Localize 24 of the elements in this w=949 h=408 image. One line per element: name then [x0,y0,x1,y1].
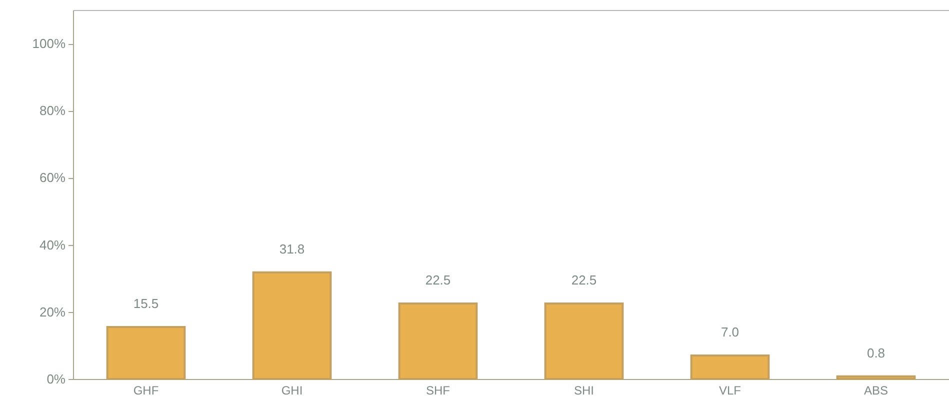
x-tick-label: VLF [718,384,742,398]
x-tick-label: SHF [426,384,450,398]
x-tick-label: GHI [281,384,303,398]
data-label: 22.5 [425,272,451,288]
x-tick-label: SHI [574,384,594,398]
y-tick-label: 100% [32,36,66,52]
bar [544,302,624,380]
bar [252,271,332,380]
data-label: 15.5 [133,296,159,312]
y-tick-label: 80% [39,103,66,118]
data-label: 22.5 [571,272,597,288]
bar [106,326,186,380]
y-tick-label: 40% [39,237,66,252]
bar [836,375,916,380]
bar [690,354,770,380]
x-tick-label: ABS [864,384,888,398]
y-tick-label: 0% [46,372,66,386]
y-tick-label: 20% [39,304,66,320]
data-label: 0.8 [866,345,886,360]
y-tick-label: 60% [39,170,66,186]
data-label: 31.8 [279,241,305,256]
x-tick-label: GHF [133,384,159,398]
data-label: 7.0 [720,324,740,340]
bar [398,302,478,380]
